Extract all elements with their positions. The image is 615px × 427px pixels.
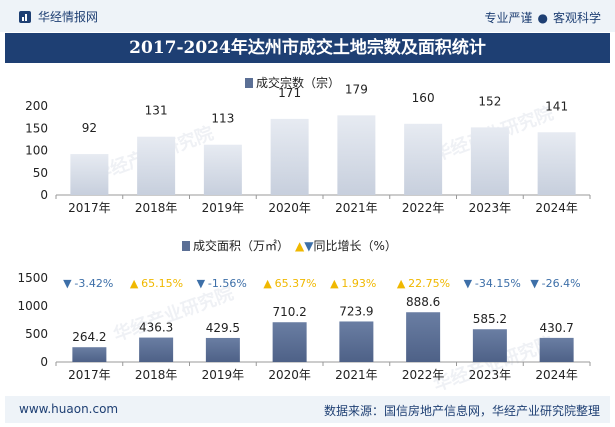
- up-triangle-icon: ▲: [397, 277, 406, 290]
- x-tick-label: 2019年: [202, 368, 245, 382]
- watermark: 华经产业研究院: [110, 282, 237, 346]
- watermark: 华经产业研究院: [430, 332, 557, 396]
- x-tick-label: 2024年: [535, 201, 578, 215]
- x-tick-label: 2017年: [68, 201, 111, 215]
- watermark: 华经产业研究院: [90, 122, 217, 186]
- y-tick-label: 200: [25, 99, 48, 113]
- data-label: 179: [345, 82, 368, 96]
- x-tick-label: 2018年: [135, 201, 178, 215]
- tagline-right: 客观科学: [552, 11, 601, 25]
- watermark: 华经产业研究院: [430, 102, 557, 166]
- bar: [339, 321, 374, 362]
- data-label: 113: [211, 112, 234, 126]
- brand[interactable]: 华经情报网: [18, 8, 98, 25]
- data-label: 710.2: [272, 305, 306, 319]
- y-tick-label: 150: [25, 121, 48, 135]
- down-triangle-icon: ▼: [304, 238, 314, 253]
- bar: [270, 118, 309, 195]
- data-label: 131: [145, 104, 168, 118]
- growth-legend-label: 同比增长（%）: [313, 239, 397, 253]
- tagline-left: 专业严谨: [484, 11, 533, 25]
- y-tick-label: 100: [25, 144, 48, 158]
- data-label: 152: [478, 94, 501, 108]
- x-tick-label: 2021年: [335, 368, 378, 382]
- data-label: 429.5: [206, 321, 240, 335]
- x-tick-label: 2023年: [469, 201, 512, 215]
- growth-label: -3.42%: [74, 277, 113, 290]
- up-triangle-icon: ▲: [330, 277, 339, 290]
- x-tick-label: 2018年: [135, 368, 178, 382]
- growth-label: -34.15%: [475, 277, 521, 290]
- up-triangle-icon: ▲: [263, 277, 272, 290]
- area-legend-label: 成交面积（万㎡）: [193, 239, 290, 253]
- brand-name: 华经情报网: [38, 10, 99, 24]
- top-bar: 华经情报网 专业严谨 ● 客观科学: [0, 0, 615, 32]
- chart-title: 2017-2024年达州市成交土地宗数及面积统计: [5, 33, 610, 63]
- x-tick-label: 2019年: [202, 201, 245, 215]
- area-legend: 成交面积（万㎡） ▲ ▼ 同比增长（%）: [182, 237, 397, 254]
- x-tick-label: 2024年: [535, 368, 578, 382]
- x-tick-label: 2020年: [268, 201, 311, 215]
- x-tick-label: 2017年: [68, 368, 111, 382]
- area-legend-swatch: [182, 240, 190, 251]
- data-label: 264.2: [72, 330, 106, 344]
- count-legend-swatch: [245, 77, 253, 88]
- bar: [72, 347, 107, 362]
- y-tick-label: 1000: [17, 299, 48, 313]
- y-tick-label: 1500: [17, 271, 48, 285]
- growth-label: 65.15%: [141, 277, 183, 290]
- down-triangle-icon: ▼: [464, 277, 473, 290]
- data-label: 723.9: [339, 304, 373, 318]
- data-label: 160: [412, 91, 435, 105]
- count-legend: 成交宗数（宗）: [245, 74, 340, 91]
- up-triangle-icon: ▲: [130, 277, 139, 290]
- growth-label: 65.37%: [275, 277, 317, 290]
- down-triangle-icon: ▼: [63, 277, 72, 290]
- y-tick-label: 50: [33, 166, 48, 180]
- data-label: 585.2: [473, 312, 507, 326]
- up-triangle-icon: ▲: [295, 238, 305, 253]
- bar: [337, 115, 376, 195]
- bar: [272, 322, 307, 362]
- bar: [537, 132, 576, 195]
- y-tick-label: 0: [40, 355, 48, 369]
- growth-label: -26.4%: [542, 277, 581, 290]
- x-tick-label: 2021年: [335, 201, 378, 215]
- data-label: 888.6: [406, 295, 440, 309]
- growth-label: 1.93%: [341, 277, 376, 290]
- footer-source: 数据来源：国信房地产信息网，华经产业研究院整理: [323, 404, 600, 418]
- bar: [406, 312, 441, 362]
- brand-logo-icon: [19, 10, 31, 23]
- tagline: 专业严谨 ● 客观科学: [484, 9, 601, 26]
- bar: [203, 144, 242, 195]
- growth-label: 22.75%: [408, 277, 450, 290]
- x-tick-label: 2020年: [268, 368, 311, 382]
- data-label: 92: [82, 121, 97, 135]
- count-legend-label: 成交宗数（宗）: [256, 76, 341, 90]
- bar: [139, 337, 174, 362]
- x-tick-label: 2022年: [402, 201, 445, 215]
- y-tick-label: 500: [25, 327, 48, 341]
- bar: [205, 337, 240, 362]
- footer: www.huaon.com 数据来源：国信房地产信息网，华经产业研究院整理: [5, 396, 610, 423]
- down-triangle-icon: ▼: [530, 277, 539, 290]
- y-tick-label: 0: [40, 188, 48, 202]
- footer-website[interactable]: www.huaon.com: [19, 402, 119, 416]
- tagline-dot-icon: ●: [537, 11, 548, 25]
